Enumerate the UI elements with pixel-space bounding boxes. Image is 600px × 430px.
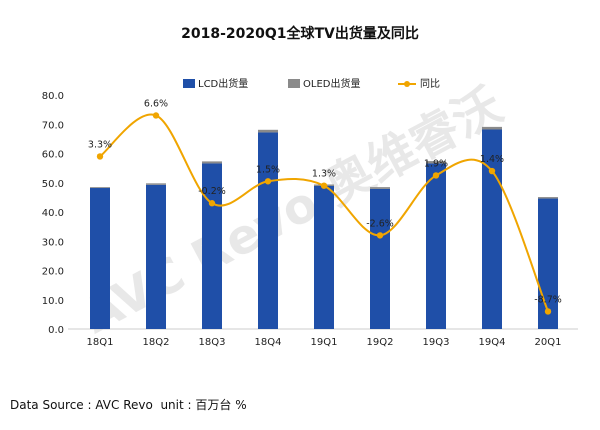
bar-oled [370,187,390,189]
yoy-data-label: 1.4% [480,154,504,165]
yoy-point [96,153,104,160]
bar-oled [538,197,558,199]
bar-lcd [426,163,446,329]
bar-lcd [258,132,278,329]
bar-oled [146,183,166,185]
yoy-data-label: 1.5% [256,164,280,175]
bars [90,126,558,329]
legend-label-lcd: LCD出货量 [198,77,248,90]
legend-swatch-oled [288,79,300,88]
yoy-point [320,182,328,189]
y-axis: 0.0 10.0 20.0 30.0 40.0 50.0 60.0 70.0 80.0 [42,91,64,336]
yoy-data-label: 3.3% [88,139,112,150]
yoy-data-label: -2.6% [366,218,394,229]
legend: LCD出货量 OLED出货量 同比 [183,77,440,90]
x-tick-label: 19Q3 [423,337,450,348]
x-tick-label: 18Q3 [199,337,226,348]
bar-oled [482,126,502,130]
yoy-data-label: 6.6% [144,98,168,109]
bar-lcd [90,188,110,329]
bar-lcd [314,185,334,329]
y-tick-label: 60.0 [42,150,64,161]
legend-label-oled: OLED出货量 [303,77,360,90]
legend-marker-yoy [404,81,410,87]
yoy-point [488,167,496,175]
x-tick-label: 18Q1 [87,337,114,348]
yoy-data-label: -8.7% [534,294,562,305]
chart-title: 2018-2020Q1全球TV出货量及同比 [181,25,419,42]
yoy-point [432,172,440,179]
x-tick-label: 18Q4 [255,337,282,348]
yoy-data-label: -0.2% [198,186,226,197]
bar-oled [426,161,446,164]
bar-oled [202,161,222,164]
y-tick-label: 20.0 [42,267,64,278]
yoy-data-label: 1.9% [424,158,448,169]
x-tick-label: 18Q2 [143,337,170,348]
y-tick-label: 0.0 [48,325,64,336]
bar-lcd [146,184,166,329]
yoy-line: 3.3% 6.6% -0.2% 1.5% 1.3% -2.6% 1.9% 1.4% -8.7% [88,98,562,315]
yoy-point [152,112,160,119]
y-tick-label: 40.0 [42,208,64,219]
data-source-footer: Data Source : AVC Revo unit : 百万台 % [10,398,247,412]
yoy-point [376,232,384,239]
y-tick-label: 10.0 [42,296,64,307]
bar-lcd [370,188,390,329]
yoy-point [544,308,552,315]
yoy-point [264,178,272,185]
x-tick-label: 19Q1 [311,337,338,348]
x-tick-label: 20Q1 [535,337,562,348]
y-tick-label: 70.0 [42,120,64,131]
legend-swatch-lcd [183,79,195,88]
yoy-data-label: 1.3% [312,169,336,180]
legend-label-yoy: 同比 [420,78,440,90]
x-axis: 18Q1 18Q2 18Q3 18Q4 19Q1 19Q2 19Q3 19Q4 20Q1 [87,337,562,348]
bar-oled [258,129,278,133]
chart-svg: 2018-2020Q1全球TV出货量及同比 LCD出货量 OLED出货量 同比 … [42,25,578,348]
y-tick-label: 30.0 [42,237,64,248]
yoy-point [208,200,216,207]
x-tick-label: 19Q4 [479,337,506,348]
y-tick-label: 80.0 [42,91,64,102]
y-tick-label: 50.0 [42,179,64,190]
bar-oled [90,187,110,189]
x-tick-label: 19Q2 [367,337,394,348]
